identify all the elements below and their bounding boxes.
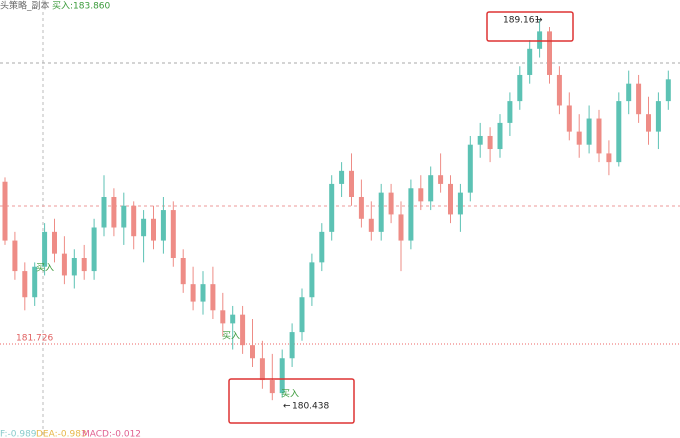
candle-body xyxy=(299,297,305,333)
candle-body xyxy=(52,231,57,254)
candle-body xyxy=(408,188,414,241)
candle-body xyxy=(576,131,582,145)
candle-body xyxy=(655,101,661,132)
candle-body xyxy=(457,192,463,215)
candle-body xyxy=(32,266,38,298)
candle-body xyxy=(428,175,434,202)
candle-body xyxy=(259,358,265,381)
candle-body xyxy=(586,118,592,145)
highlight-box xyxy=(486,11,574,42)
candle-body xyxy=(309,262,315,298)
candle-body xyxy=(220,310,226,324)
candle-body xyxy=(537,31,543,49)
highlight-box xyxy=(228,378,355,424)
indicator: DEA:-0.983 xyxy=(36,430,87,438)
candle-body xyxy=(121,205,127,228)
candle-body xyxy=(111,196,117,228)
candle-body xyxy=(329,183,335,232)
candle-body xyxy=(448,183,453,215)
strategy-label: 头策略_副本 xyxy=(0,0,50,12)
candle-body xyxy=(319,231,325,263)
candle-body xyxy=(339,170,345,184)
candle-body xyxy=(378,192,384,232)
arrow: ← xyxy=(283,402,291,412)
candle-body xyxy=(22,271,28,298)
candle-body xyxy=(42,231,48,267)
candle-body xyxy=(398,214,404,241)
candle-body xyxy=(180,258,186,285)
candle-body xyxy=(12,240,18,272)
candle-body xyxy=(160,210,166,241)
candle-body xyxy=(388,192,394,215)
candle-body xyxy=(230,314,236,324)
candle-body xyxy=(556,74,562,106)
candle-body xyxy=(269,380,275,394)
candle-body xyxy=(81,258,87,272)
candle-body xyxy=(279,358,285,394)
candle-body xyxy=(250,345,255,359)
candle-body xyxy=(131,205,137,237)
candle-body xyxy=(358,196,364,219)
indicator: MACD:-0.012 xyxy=(82,430,141,438)
low-label: 180.438 xyxy=(292,402,329,412)
buy-label: 买入:183.860 xyxy=(52,1,111,12)
candle-body xyxy=(616,101,622,163)
candle-body xyxy=(289,332,295,359)
candle-body xyxy=(2,181,8,241)
candle-body xyxy=(566,105,572,132)
buy-marker: 买入 xyxy=(222,331,240,342)
candle-body xyxy=(665,79,671,102)
candle-body xyxy=(467,144,473,193)
candle-body xyxy=(547,31,552,75)
candle-body xyxy=(626,83,632,102)
candle-body xyxy=(507,101,513,123)
candle-body xyxy=(91,227,97,272)
candle-body xyxy=(517,74,523,102)
arrow: → xyxy=(535,16,543,26)
level-label: 181.726 xyxy=(16,334,53,344)
candle-body xyxy=(200,284,206,302)
candles xyxy=(0,20,680,401)
candle-body xyxy=(527,48,533,75)
candle-body xyxy=(190,284,196,302)
candle-body xyxy=(210,284,216,311)
candle-body xyxy=(596,118,602,154)
high-label: 189.161 xyxy=(503,16,540,26)
candle-body xyxy=(487,135,493,150)
candle-body xyxy=(71,258,77,276)
candle-body xyxy=(477,135,483,145)
buy-marker: 买入 xyxy=(36,263,54,274)
candle-body xyxy=(141,218,147,237)
candle-body xyxy=(151,218,156,241)
candle-body xyxy=(497,122,503,150)
candle-body xyxy=(170,210,176,259)
candle-body xyxy=(61,253,67,276)
candle-body xyxy=(646,114,651,132)
candle-body xyxy=(438,175,444,184)
candle-body xyxy=(349,170,354,197)
candle-body xyxy=(101,196,107,228)
candle-body xyxy=(606,153,612,163)
candle-body xyxy=(418,188,424,202)
indicator: F:-0.989 xyxy=(0,430,37,438)
candle-body xyxy=(368,218,374,232)
candle-body xyxy=(636,83,642,115)
candle-body xyxy=(240,314,246,346)
buy-marker: 买入 xyxy=(281,389,299,400)
